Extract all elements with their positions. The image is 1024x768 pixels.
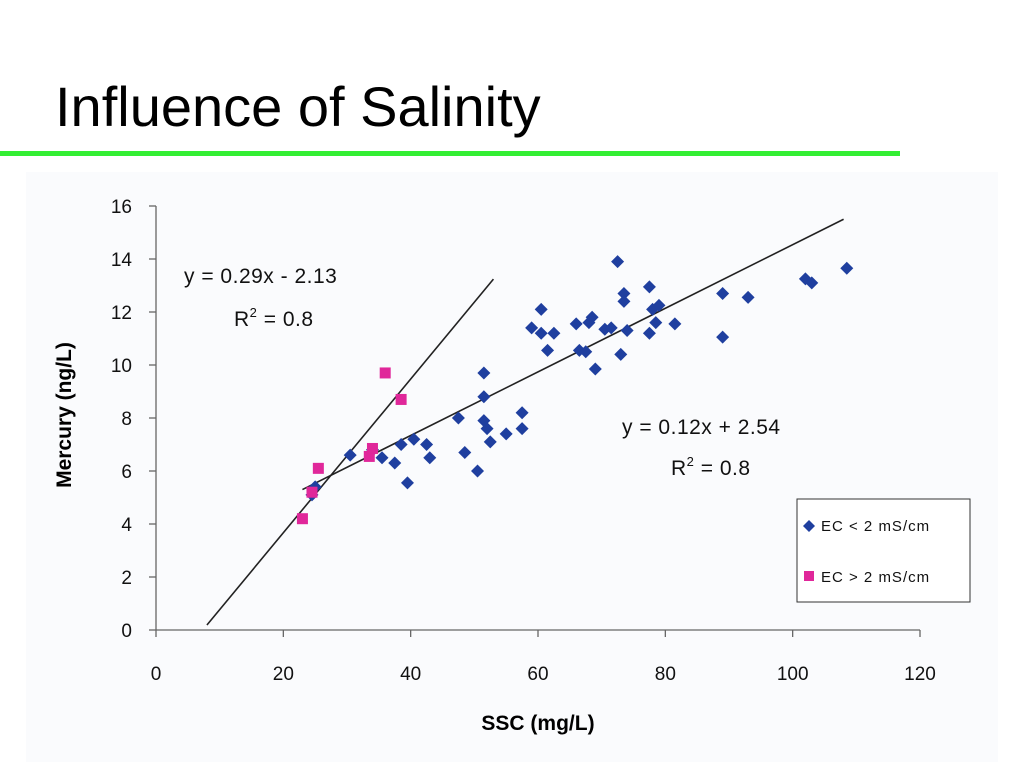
x-tick-label: 20 bbox=[273, 664, 294, 685]
y-tick-label: 16 bbox=[111, 197, 132, 218]
x-tick-label: 60 bbox=[527, 664, 548, 685]
x-tick-label: 120 bbox=[904, 664, 936, 685]
data-point-fresh bbox=[471, 464, 485, 478]
data-point-fresh bbox=[547, 326, 561, 340]
trendline-equation-fresh: y = 0.12x + 2.54 bbox=[622, 416, 781, 439]
data-point-saline bbox=[395, 393, 407, 405]
data-point-fresh bbox=[617, 294, 631, 308]
data-point-fresh bbox=[652, 298, 666, 312]
y-tick-label: 2 bbox=[121, 568, 132, 589]
chart-legend: EC < 2 mS/cm EC > 2 mS/cm bbox=[796, 498, 971, 603]
data-point-fresh bbox=[620, 324, 634, 338]
trendline-fresh bbox=[302, 218, 844, 491]
y-tick-label: 0 bbox=[121, 621, 132, 642]
data-point-fresh bbox=[649, 316, 663, 330]
data-point-fresh bbox=[420, 438, 434, 451]
data-point-saline bbox=[296, 513, 308, 525]
trendline-equation-saline: y = 0.29x - 2.13 bbox=[184, 265, 337, 288]
data-point-fresh bbox=[394, 438, 408, 451]
y-tick-label: 10 bbox=[111, 356, 132, 377]
x-axis-title: SSC (mg/L) bbox=[481, 712, 594, 735]
trendline-r2-fresh: R2 = 0.8 bbox=[671, 454, 751, 480]
data-point-fresh bbox=[534, 326, 548, 340]
data-point-fresh bbox=[534, 302, 548, 316]
data-point-fresh bbox=[525, 321, 539, 335]
data-point-fresh bbox=[716, 286, 730, 300]
data-point-fresh bbox=[483, 435, 497, 449]
data-point-fresh bbox=[423, 451, 437, 465]
data-point-fresh bbox=[400, 476, 414, 490]
data-point-fresh bbox=[642, 280, 656, 294]
x-tick-label: 0 bbox=[151, 664, 162, 685]
data-point-fresh bbox=[840, 261, 854, 275]
data-point-fresh bbox=[541, 343, 555, 357]
y-tick-label: 8 bbox=[121, 409, 132, 430]
data-point-fresh bbox=[388, 456, 402, 470]
data-point-fresh bbox=[588, 362, 602, 376]
data-point-fresh bbox=[604, 321, 618, 335]
y-tick-label: 14 bbox=[111, 250, 133, 271]
data-point-fresh bbox=[614, 347, 628, 361]
data-point-fresh bbox=[642, 326, 656, 340]
y-tick-label: 6 bbox=[121, 462, 132, 483]
data-point-fresh bbox=[480, 422, 494, 436]
y-tick-label: 4 bbox=[121, 515, 132, 536]
data-point-fresh bbox=[407, 432, 421, 446]
data-point-saline bbox=[366, 442, 378, 454]
x-tick-label: 40 bbox=[400, 664, 421, 685]
legend-label-saline: EC > 2 mS/cm bbox=[821, 569, 930, 586]
data-point-fresh bbox=[451, 411, 465, 425]
data-point-fresh bbox=[477, 390, 491, 404]
data-point-fresh bbox=[499, 427, 513, 441]
data-point-saline bbox=[312, 462, 324, 474]
legend-label-fresh: EC < 2 mS/cm bbox=[821, 518, 930, 535]
x-tick-label: 100 bbox=[777, 664, 809, 685]
data-point-fresh bbox=[611, 255, 625, 269]
legend-marker-square bbox=[804, 571, 814, 581]
data-point-fresh bbox=[515, 406, 529, 420]
y-axis-title: Mercury (ng/L) bbox=[53, 342, 76, 488]
data-point-fresh bbox=[343, 448, 357, 462]
data-point-fresh bbox=[579, 345, 593, 359]
chart-panel: 0 2 4 6 8 10 12 14 16 0 20 40 60 80 100 120 SSC (mg/L) … bbox=[26, 172, 998, 762]
data-point-fresh bbox=[458, 445, 472, 459]
data-point-fresh bbox=[585, 310, 599, 324]
data-point-fresh bbox=[716, 330, 730, 344]
data-point-fresh bbox=[668, 317, 682, 331]
legend-box bbox=[796, 498, 971, 603]
data-point-fresh bbox=[741, 290, 755, 304]
data-point-fresh bbox=[477, 366, 491, 380]
title-rule bbox=[0, 151, 900, 156]
y-tick-label: 12 bbox=[111, 303, 132, 324]
data-point-fresh bbox=[805, 276, 819, 290]
data-point-fresh bbox=[617, 286, 631, 300]
trendline-r2-saline: R2 = 0.8 bbox=[234, 305, 314, 331]
data-point-saline bbox=[379, 367, 391, 379]
chart-ticks: 0 2 4 6 8 10 12 14 16 0 20 40 60 80 100 120 bbox=[111, 197, 936, 685]
slide-title: Influence of Salinity bbox=[55, 75, 541, 138]
data-point-saline bbox=[306, 486, 318, 498]
data-point-fresh bbox=[515, 422, 529, 436]
chart-points bbox=[296, 255, 854, 525]
data-point-fresh bbox=[375, 451, 389, 465]
legend-marker-diamond bbox=[803, 520, 815, 532]
data-point-saline bbox=[363, 450, 375, 462]
data-point-fresh bbox=[569, 317, 583, 331]
x-tick-label: 80 bbox=[655, 664, 676, 685]
